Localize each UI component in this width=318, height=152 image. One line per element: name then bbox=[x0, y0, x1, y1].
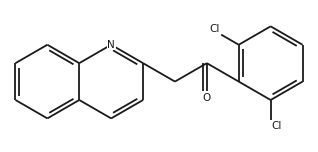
Text: Cl: Cl bbox=[272, 121, 282, 131]
Text: Cl: Cl bbox=[210, 24, 220, 34]
Text: N: N bbox=[107, 40, 115, 50]
Text: O: O bbox=[203, 93, 211, 103]
